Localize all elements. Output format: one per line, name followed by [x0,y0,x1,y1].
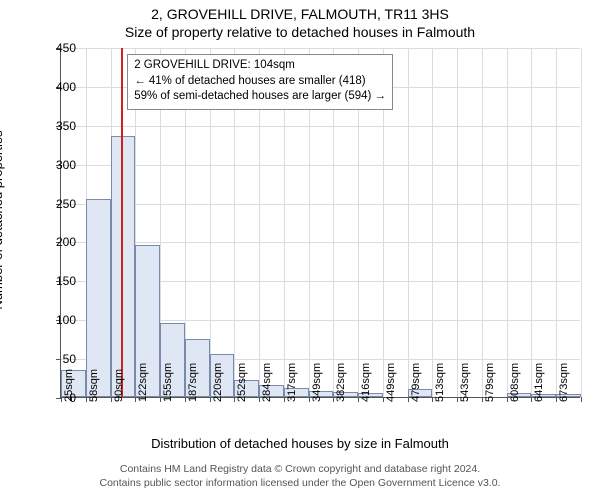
x-axis-label: Distribution of detached houses by size … [0,436,600,451]
xtick-mark [581,397,582,402]
gridline-h [61,242,580,243]
annot-line-3: 59% of semi-detached houses are larger (… [134,90,386,102]
ytick-label: 250 [36,197,76,211]
xtick-label: 416sqm [360,363,372,402]
xtick-label: 349sqm [311,363,323,402]
gridline-h [61,126,580,127]
ytick-label: 200 [36,235,76,249]
gridline-v [581,48,582,397]
gridline-v [507,48,508,397]
gridline-h [61,165,580,166]
ytick-label: 350 [36,119,76,133]
xtick-label: 641sqm [533,363,545,402]
xtick-label: 252sqm [236,363,248,402]
xtick-mark [358,397,359,402]
xtick-mark [86,397,87,402]
annotation-box: 2 GROVEHILL DRIVE: 104sqm ← 41% of detach… [127,54,393,110]
xtick-mark [284,397,285,402]
gridline-v [408,48,409,397]
xtick-mark [482,397,483,402]
xtick-label: 543sqm [459,363,471,402]
ytick-label: 450 [36,41,76,55]
xtick-label: 513sqm [434,363,446,402]
ytick-label: 150 [36,274,76,288]
xtick-label: 317sqm [286,363,298,402]
gridline-h [61,204,580,205]
xtick-mark [259,397,260,402]
xtick-mark [507,397,508,402]
xtick-mark [408,397,409,402]
footnote-line-2: Contains public sector information licen… [100,477,501,489]
xtick-mark [111,397,112,402]
xtick-label: 449sqm [385,363,397,402]
xtick-label: 479sqm [410,363,422,402]
histogram-bar [86,199,111,397]
xtick-mark [160,397,161,402]
xtick-mark [185,397,186,402]
page-subtitle: Size of property relative to detached ho… [0,24,600,40]
xtick-label: 382sqm [335,363,347,402]
chart-container: 2, GROVEHILL DRIVE, FALMOUTH, TR11 3HS S… [0,0,600,500]
annot-line-1: 2 GROVEHILL DRIVE: 104sqm [134,59,295,71]
xtick-label: 122sqm [137,363,149,402]
page-title: 2, GROVEHILL DRIVE, FALMOUTH, TR11 3HS [0,6,600,22]
annot-line-2: ← 41% of detached houses are smaller (41… [134,75,365,87]
gridline-v [531,48,532,397]
xtick-mark [210,397,211,402]
xtick-label: 579sqm [484,363,496,402]
xtick-label: 284sqm [261,363,273,402]
footnote-line-1: Contains HM Land Registry data © Crown c… [120,463,480,475]
gridline-v [432,48,433,397]
ytick-label: 400 [36,80,76,94]
ytick-label: 300 [36,158,76,172]
xtick-label: 220sqm [212,363,224,402]
xtick-label: 58sqm [88,369,100,402]
ytick-label: 50 [36,352,76,366]
xtick-label: 25sqm [63,369,75,402]
plot-area: 2 GROVEHILL DRIVE: 104sqm ← 41% of detach… [60,48,580,398]
xtick-label: 187sqm [187,363,199,402]
xtick-label: 90sqm [113,369,125,402]
reference-line [121,48,123,397]
gridline-v [457,48,458,397]
gridline-v [482,48,483,397]
xtick-mark [309,397,310,402]
footnote: Contains HM Land Registry data © Crown c… [0,462,600,490]
ytick-label: 100 [36,313,76,327]
xtick-label: 608sqm [509,363,521,402]
gridline-v [556,48,557,397]
xtick-mark [383,397,384,402]
xtick-label: 155sqm [162,363,174,402]
gridline-h [61,48,580,49]
xtick-label: 673sqm [558,363,570,402]
